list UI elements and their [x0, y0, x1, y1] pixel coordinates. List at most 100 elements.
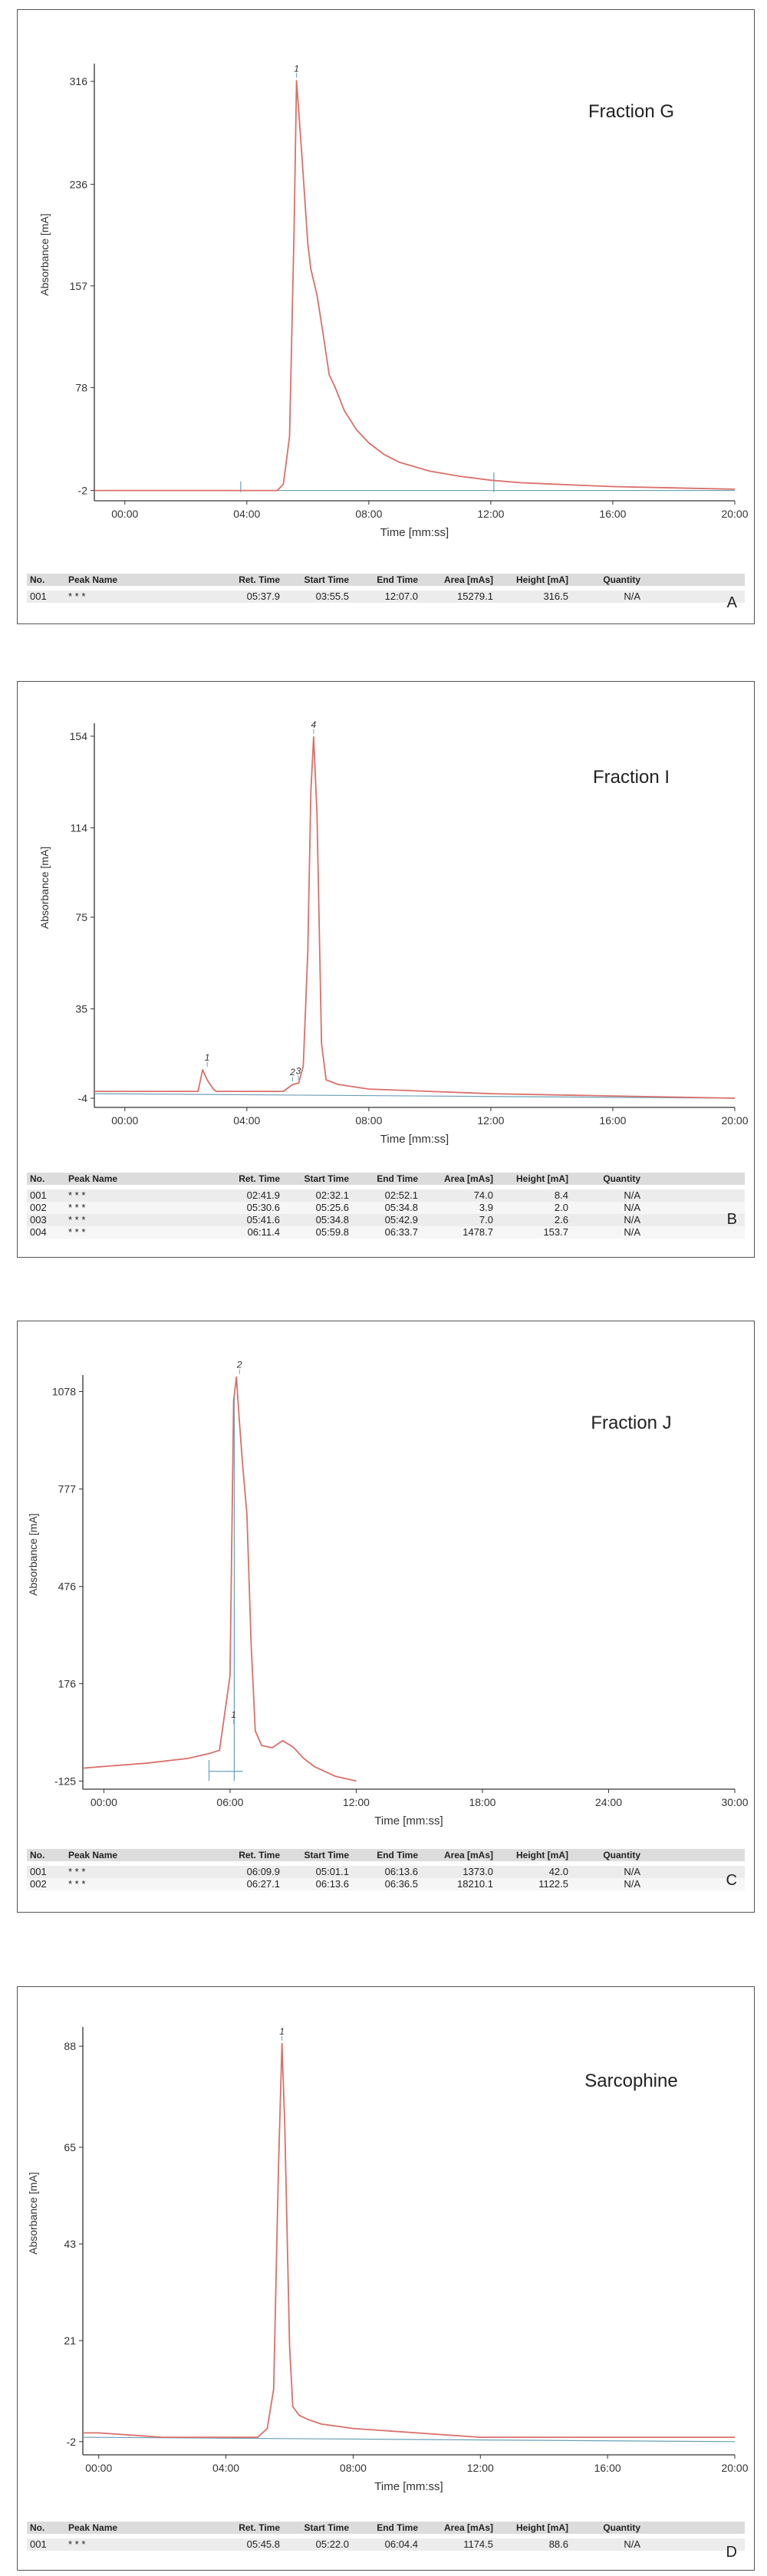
- table-cell: 316.5: [543, 591, 568, 602]
- table-header-cell: Area [mAs]: [443, 1850, 493, 1860]
- table-cell: 06:04.4: [384, 2538, 418, 2550]
- y-axis-label-d: Absorbance [mA]: [27, 2172, 39, 2254]
- table-header-cell: Ret. Time: [239, 1850, 280, 1860]
- x-axis-label-a: Time [mm:ss]: [380, 526, 449, 539]
- y-tick-label-d: 65: [64, 2141, 76, 2153]
- table-cell: 02:41.9: [246, 1189, 280, 1201]
- y-tick-label-b: 114: [71, 821, 88, 834]
- y-tick-label-b: 154: [70, 730, 88, 742]
- table-header-cell: Ret. Time: [239, 2522, 280, 2533]
- table-cell: 2.6: [554, 1214, 568, 1225]
- chromatogram-panel-c: 1078 777 476 176 -125 00:00 06:00 12:00 18:00 24:…: [17, 1321, 755, 1913]
- y-tick-label-c: 1078: [52, 1386, 76, 1398]
- table-header-cell: Ret. Time: [239, 574, 280, 585]
- chromatogram-panel-a: 316 236 157 78 -2 00:00 04:00 08:00 12:00 16:00 20…: [17, 9, 755, 624]
- chart-svg-a: 316 236 157 78 -2 00:00 04:00 08:00 12:00 16:00 20…: [38, 63, 749, 539]
- table-cell: 1174.5: [463, 2538, 493, 2550]
- fraction-title-d: Sarcophine: [584, 2071, 677, 2091]
- y-tick-label-b: 35: [75, 1003, 87, 1015]
- x-tick-label-b: 16:00: [599, 1114, 626, 1127]
- table-header-cell: Height [mA]: [516, 574, 568, 585]
- chart-svg-c: 1078 777 476 176 -125 00:00 06:00 12:00 18:00 24:…: [27, 1360, 749, 1828]
- chart-svg-d: 88 65 43 21 -2 00:00 04:00 08:00 12:00 16:00 20:00…: [27, 2026, 749, 2493]
- x-tick-label-c: 24:00: [595, 1796, 622, 1808]
- table-row: 001 * * * 06:09.9 05:01.1 06:13.6 1373.0 42.0 N…: [27, 1866, 745, 1878]
- baseline-line-b: [94, 1093, 736, 1099]
- table-header-cell: No.: [30, 574, 45, 585]
- table-header-cell: Ret. Time: [239, 1173, 280, 1184]
- fraction-title-b: Fraction I: [593, 767, 670, 788]
- y-axis-label-b: Absorbance [mA]: [38, 847, 51, 929]
- table-header-cell: Height [mA]: [516, 1850, 568, 1860]
- y-tick-label-a: 236: [70, 178, 88, 190]
- table-header-cell: Quantity: [603, 2522, 640, 2533]
- table-cell: * * *: [68, 1202, 86, 1213]
- panel-letter-d: D: [726, 2544, 737, 2561]
- table-cell: * * *: [68, 1214, 86, 1225]
- y-tick-label-c: 476: [58, 1581, 77, 1593]
- y-tick-label-a: 78: [75, 381, 87, 393]
- table-cell: 12:07.0: [384, 591, 418, 602]
- table-cell: * * *: [68, 1189, 86, 1201]
- x-tick-label-a: 04:00: [233, 508, 260, 520]
- table-header-cell: No.: [30, 1850, 45, 1860]
- table-header-cell: Quantity: [603, 574, 640, 585]
- y-tick-label-c: 777: [58, 1483, 77, 1495]
- table-cell: 06:27.1: [246, 1878, 280, 1890]
- table-cell: 15279.1: [457, 591, 493, 602]
- table-cell: 88.6: [548, 2538, 568, 2550]
- table-cell: 06:36.5: [384, 1878, 418, 1890]
- table-cell: N/A: [624, 2538, 640, 2550]
- series-line-b-0: [94, 736, 736, 1099]
- y-tick-label-a: -2: [78, 485, 88, 497]
- x-tick-label-c: 12:00: [343, 1796, 370, 1808]
- x-tick-label-a: 12:00: [477, 508, 504, 520]
- table-cell: 05:59.8: [315, 1226, 349, 1238]
- table-cell: 02:32.1: [315, 1189, 349, 1201]
- table-cell: 05:45.8: [246, 2538, 280, 2550]
- table-row: 002 * * * 06:27.1 06:13.6 06:36.5 18210.1 1122…: [27, 1878, 745, 1890]
- table-header-cell: No.: [30, 2522, 45, 2533]
- x-tick-label-d: 20:00: [721, 2462, 748, 2474]
- table-cell: * * *: [68, 1878, 86, 1890]
- table-cell: * * *: [68, 1866, 86, 1877]
- x-tick-label-d: 08:00: [340, 2462, 367, 2474]
- peak-table-d: No. Peak Name Ret. Time Start Time End Time A…: [27, 2522, 745, 2551]
- table-header-cell: Quantity: [603, 1173, 640, 1184]
- table-cell: 06:13.6: [315, 1878, 349, 1890]
- table-cell: 2.0: [554, 1202, 568, 1213]
- x-tick-label-b: 08:00: [355, 1114, 382, 1127]
- chart-svg-b: 154 114 75 35 -4 00:00 04:00 08:00 12:00 16:00 20:…: [38, 719, 749, 1146]
- table-cell: 003: [30, 1214, 47, 1225]
- table-cell: 05:34.8: [315, 1214, 349, 1225]
- x-tick-label-a: 20:00: [721, 508, 748, 520]
- table-cell: 06:09.9: [246, 1866, 280, 1877]
- chromatogram-panel-b: 154 114 75 35 -4 00:00 04:00 08:00 12:00 16:00 20:…: [17, 681, 755, 1258]
- table-header-row: No. Peak Name Ret. Time Start Time End Time A…: [27, 2522, 745, 2534]
- table-cell: 05:41.6: [246, 1214, 280, 1225]
- chromatogram-panel-d: 88 65 43 21 -2 00:00 04:00 08:00 12:00 16:00 20:00…: [17, 1986, 755, 2571]
- table-cell: 05:42.9: [384, 1214, 418, 1225]
- table-cell: N/A: [624, 1189, 640, 1201]
- table-header-cell: Peak Name: [68, 1173, 118, 1184]
- peak-label-d: 1: [279, 2026, 285, 2037]
- x-tick-label-c: 06:00: [216, 1796, 243, 1808]
- series-line-a-0: [94, 80, 736, 492]
- peak-label-b: 2: [289, 1067, 295, 1077]
- peak-label-c: 2: [236, 1360, 242, 1370]
- fraction-title-a: Fraction G: [588, 101, 674, 122]
- table-cell: 002: [30, 1878, 47, 1890]
- peak-table-b: No. Peak Name Ret. Time Start Time End Time A…: [27, 1173, 745, 1239]
- table-cell: 42.0: [548, 1866, 568, 1877]
- panel-letter-a: A: [726, 594, 737, 611]
- x-tick-label-b: 00:00: [111, 1114, 138, 1127]
- table-header-cell: No.: [30, 1173, 45, 1184]
- x-tick-label-c: 30:00: [721, 1796, 748, 1808]
- peak-label-b: 1: [205, 1052, 210, 1063]
- table-row: 001 * * * 05:37.9 03:55.5 12:07.0 15279.1 316.…: [27, 591, 745, 603]
- table-cell: 05:01.1: [315, 1866, 349, 1877]
- x-tick-label-d: 12:00: [467, 2462, 494, 2474]
- table-cell: 001: [30, 2538, 47, 2550]
- table-cell: 05:22.0: [315, 2538, 349, 2550]
- table-cell: 001: [30, 1866, 47, 1877]
